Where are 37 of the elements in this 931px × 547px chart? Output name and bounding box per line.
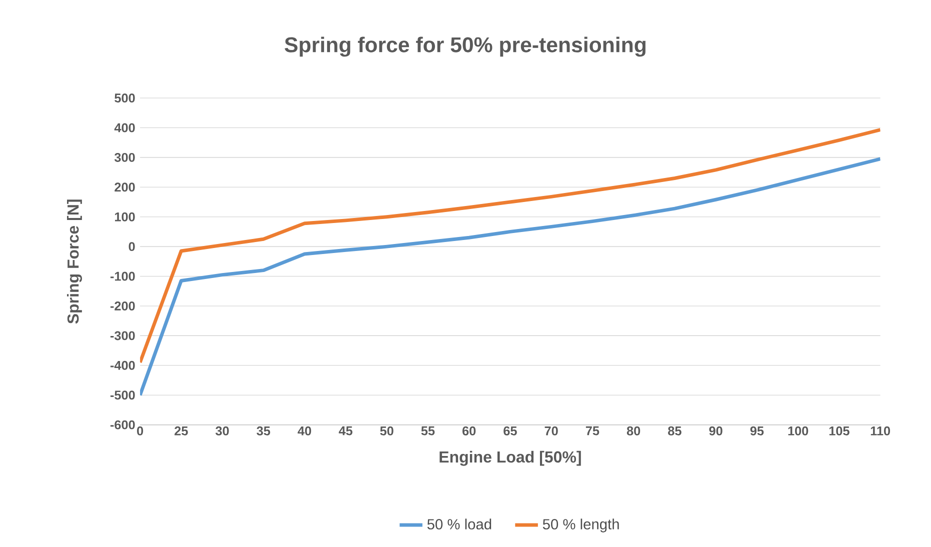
y-tick-label: 300 — [114, 153, 135, 162]
x-tick-label: 75 — [586, 426, 600, 436]
y-tick-label: 500 — [114, 94, 135, 103]
y-tick-label: 100 — [114, 212, 135, 222]
line-series — [140, 157, 880, 397]
y-tick-label: -500 — [110, 390, 135, 400]
x-tick-label: 85 — [668, 426, 682, 436]
y-tick-label: -600 — [110, 420, 135, 430]
x-tick-label: 45 — [338, 426, 352, 436]
x-tick-label: 35 — [256, 426, 270, 436]
y-tick-label: -100 — [110, 272, 135, 281]
x-tick-label: 30 — [216, 426, 229, 436]
x-tick-label: 80 — [626, 426, 640, 436]
x-tick-label: 40 — [298, 426, 312, 436]
x-tick-label: 55 — [421, 426, 435, 436]
x-tick-label: 110 — [870, 426, 890, 436]
x-axis-title: Engine Load [50%] — [440, 450, 581, 466]
x-tick-label: 70 — [544, 426, 558, 436]
legend-label: 50 % length — [542, 518, 619, 532]
x-tick-label: 25 — [174, 426, 188, 436]
x-tick-label: 95 — [750, 426, 764, 436]
x-tick-label: 90 — [709, 426, 722, 436]
y-axis-title: Spring Force [N] — [67, 200, 82, 324]
chart-title: Spring force for 50% pre-tensioning — [284, 36, 646, 57]
x-tick-label: 0 — [137, 426, 144, 436]
y-tick-label: -400 — [110, 360, 135, 370]
y-tick-label: 200 — [114, 182, 135, 192]
x-tick-label: 65 — [504, 426, 517, 436]
y-tick-label: 0 — [128, 242, 135, 252]
legend-label: 50 % load — [427, 518, 492, 530]
x-tick-label: 100 — [788, 426, 808, 436]
y-tick-label: -300 — [110, 331, 135, 340]
x-tick-label: 60 — [462, 426, 476, 436]
y-tick-label: -200 — [110, 302, 135, 311]
y-tick-label: 400 — [114, 123, 135, 132]
x-tick-label: 50 — [380, 426, 394, 436]
x-tick-label: 105 — [829, 426, 850, 436]
